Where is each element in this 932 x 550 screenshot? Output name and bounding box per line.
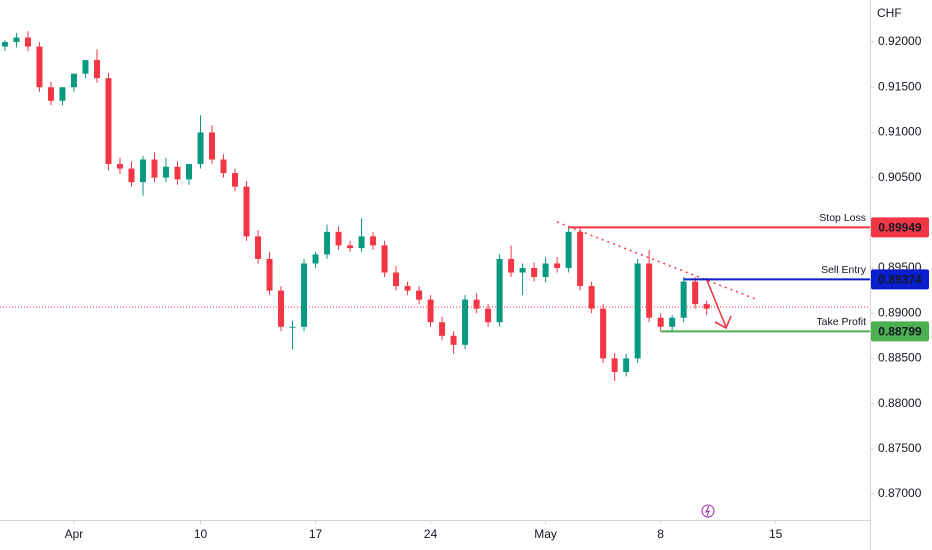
candle-body bbox=[36, 46, 43, 88]
level-label: Stop Loss bbox=[819, 212, 866, 224]
candle-body bbox=[59, 87, 66, 101]
y-tick-label: 0.87500 bbox=[878, 441, 922, 455]
candle-body bbox=[680, 281, 687, 318]
candle-body bbox=[485, 308, 492, 323]
candle-body bbox=[565, 231, 572, 268]
candle-body bbox=[186, 164, 193, 180]
candle-body bbox=[634, 263, 641, 359]
candle-body bbox=[496, 258, 503, 323]
candle-body bbox=[289, 326, 296, 328]
x-tick-label: 24 bbox=[424, 527, 438, 541]
candle-body bbox=[347, 245, 354, 249]
y-tick-label: 0.91000 bbox=[878, 125, 922, 139]
candle-body bbox=[531, 267, 538, 278]
y-tick-label: 0.89000 bbox=[878, 305, 922, 319]
candle-body bbox=[105, 78, 112, 165]
candle-body bbox=[669, 317, 676, 327]
candle-body bbox=[278, 290, 285, 327]
candle-body bbox=[1, 42, 8, 47]
candle-body bbox=[312, 254, 319, 264]
candle-body bbox=[588, 286, 595, 309]
level-badge-label: 0.89374 bbox=[878, 273, 922, 287]
candle-body bbox=[70, 73, 77, 88]
candle-body bbox=[128, 168, 135, 183]
candle-body bbox=[301, 263, 308, 327]
candle-body bbox=[209, 132, 216, 160]
candle-body bbox=[197, 132, 204, 165]
y-tick-label: 0.91500 bbox=[878, 79, 922, 93]
level-badge bbox=[871, 217, 929, 238]
candle-body bbox=[646, 263, 653, 318]
level-badge bbox=[871, 321, 929, 342]
x-tick-label: May bbox=[534, 527, 557, 541]
candle-body bbox=[381, 245, 388, 273]
candle-body bbox=[93, 60, 100, 79]
candle-body bbox=[577, 231, 584, 287]
candle-body bbox=[370, 236, 377, 246]
x-tick-label: 17 bbox=[309, 527, 323, 541]
candle-body bbox=[139, 159, 146, 183]
candle-body bbox=[542, 263, 549, 278]
projection-arrow bbox=[705, 277, 732, 330]
x-tick-label: 10 bbox=[194, 527, 208, 541]
candle-body bbox=[174, 166, 181, 180]
candle-body bbox=[393, 272, 400, 287]
y-tick-label: 0.92000 bbox=[878, 34, 922, 48]
candle-body bbox=[13, 37, 20, 43]
candle-body bbox=[266, 258, 273, 291]
candle-body bbox=[462, 299, 469, 345]
y-tick-label: 0.87000 bbox=[878, 486, 922, 500]
candle-body bbox=[427, 299, 434, 323]
level-label: Take Profit bbox=[816, 316, 866, 328]
candle-body bbox=[162, 166, 169, 178]
x-tick-label: 8 bbox=[657, 527, 664, 541]
candle-body bbox=[692, 281, 699, 305]
candle-body bbox=[703, 304, 710, 309]
candle-body bbox=[255, 236, 262, 259]
candle-body bbox=[232, 173, 239, 187]
candle-body bbox=[657, 317, 664, 327]
candle-body bbox=[82, 60, 89, 74]
x-tick-label: Apr bbox=[65, 527, 84, 541]
y-tick-label: 0.88500 bbox=[878, 351, 922, 365]
candle-body bbox=[623, 358, 630, 372]
candle-body bbox=[404, 286, 411, 291]
candle-body bbox=[151, 159, 158, 178]
candle-body bbox=[24, 37, 31, 47]
candle-body bbox=[358, 236, 365, 249]
x-tick-label: 15 bbox=[769, 527, 783, 541]
level-label: Sell Entry bbox=[821, 264, 867, 276]
candle-body bbox=[450, 335, 457, 345]
level-badge bbox=[871, 269, 929, 290]
y-tick-label: 0.88000 bbox=[878, 396, 922, 410]
candle-body bbox=[220, 159, 227, 174]
level-badge-label: 0.89949 bbox=[878, 221, 922, 235]
candle-body bbox=[508, 258, 515, 273]
candle-body bbox=[611, 358, 618, 372]
replay-icon bbox=[701, 504, 715, 518]
candle-body bbox=[519, 267, 526, 273]
y-tick-label: 0.90500 bbox=[878, 170, 922, 184]
currency-label: CHF bbox=[877, 6, 902, 20]
candle-body bbox=[324, 231, 331, 255]
candle-body bbox=[335, 231, 342, 246]
candle-body bbox=[439, 322, 446, 336]
level-badge-label: 0.88799 bbox=[878, 325, 922, 339]
candle-body bbox=[600, 308, 607, 359]
candle-body bbox=[554, 263, 561, 268]
candle-body bbox=[243, 186, 250, 237]
candle-body bbox=[47, 87, 54, 101]
candle-body bbox=[473, 299, 480, 309]
candle-body bbox=[416, 290, 423, 300]
candle-body bbox=[116, 164, 123, 169]
